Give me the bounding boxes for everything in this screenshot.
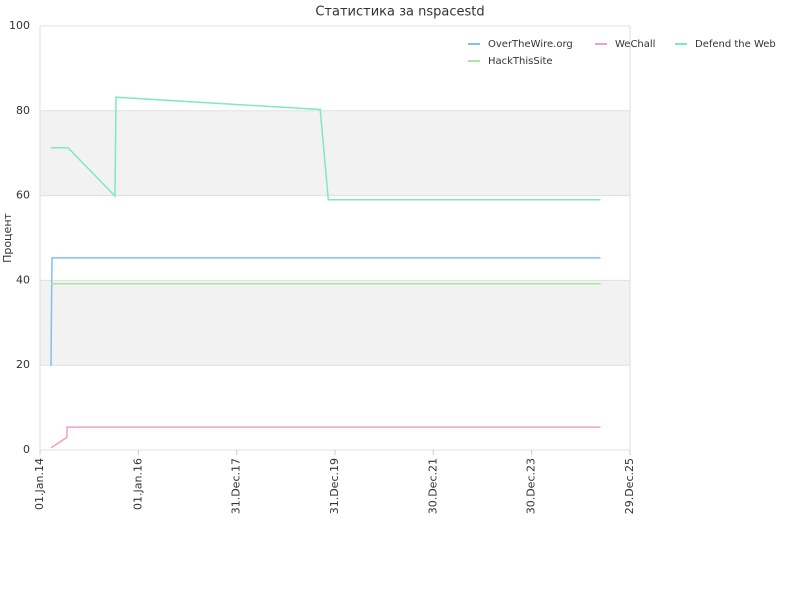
x-tick-label: 01.Jan.14 bbox=[33, 458, 46, 510]
x-tick-label: 29.Dec.25 bbox=[623, 458, 636, 514]
y-tick-label: 100 bbox=[9, 19, 30, 32]
y-tick-label: 60 bbox=[16, 189, 30, 202]
series-line bbox=[50, 426, 601, 449]
series-line bbox=[50, 257, 601, 367]
y-axis-label: Процент bbox=[1, 212, 14, 262]
legend-label: WeChall bbox=[615, 39, 655, 50]
x-tick-label: 30.Dec.23 bbox=[525, 458, 538, 514]
bands bbox=[40, 110, 630, 366]
legend-label: HackThisSite bbox=[488, 56, 553, 67]
y-tick-label: 20 bbox=[16, 358, 30, 371]
x-tick-label: 31.Dec.17 bbox=[230, 458, 243, 514]
y-tick-label: 40 bbox=[16, 273, 30, 286]
band bbox=[40, 280, 630, 366]
legend-label: Defend the Web bbox=[695, 39, 776, 50]
y-tick-label: 80 bbox=[16, 104, 30, 117]
x-tick-label: 30.Dec.21 bbox=[426, 458, 439, 514]
chart-title: Статистика за nspacestd bbox=[315, 5, 484, 20]
legend-label: OverTheWire.org bbox=[488, 39, 573, 50]
band bbox=[40, 110, 630, 196]
x-tick-label: 31.Dec.19 bbox=[328, 458, 341, 514]
y-tick-label: 0 bbox=[23, 443, 30, 456]
x-tick-label: 01.Jan.16 bbox=[131, 458, 144, 510]
series-line bbox=[51, 96, 601, 201]
